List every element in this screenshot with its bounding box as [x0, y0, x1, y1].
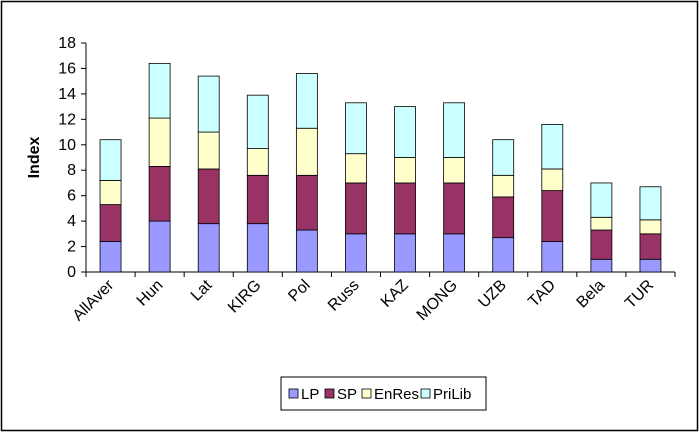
legend-swatch-prilib — [420, 388, 431, 399]
bar-segment-prilib-kirg — [246, 94, 269, 149]
y-tick-label: 12 — [58, 111, 76, 128]
bar-segment-lp-allaver — [99, 241, 122, 273]
legend-swatch-sp — [324, 388, 335, 399]
bar-segment-sp-bela — [590, 229, 613, 260]
legend-label-sp: SP — [337, 386, 357, 403]
bar-segment-sp-uzb — [492, 196, 515, 239]
bar-segment-sp-pol — [295, 174, 318, 231]
y-tick-label: 8 — [67, 162, 76, 179]
y-tick-label: 0 — [67, 264, 76, 281]
legend-label-lp: LP — [301, 386, 319, 403]
bar-segment-prilib-pol — [295, 73, 318, 129]
bar-segment-enres-russ — [345, 153, 367, 184]
legend-box — [280, 376, 487, 411]
bar-segment-lp-uzb — [492, 237, 515, 273]
y-tick-label: 2 — [67, 239, 76, 256]
legend-label-prilib: PriLib — [433, 386, 471, 403]
bar-segment-lp-tad — [541, 241, 564, 273]
bar-segment-sp-lat — [197, 168, 220, 225]
bar-segment-prilib-hun — [148, 62, 171, 119]
bar-segment-prilib-uzb — [492, 139, 515, 176]
bar-segment-sp-hun — [148, 166, 171, 222]
bar-segment-lp-pol — [295, 229, 318, 273]
y-tick-label: 10 — [58, 137, 76, 154]
bar-segment-enres-lat — [197, 131, 220, 170]
y-tick-label: 14 — [58, 86, 76, 103]
bar-segment-sp-tur — [639, 233, 662, 260]
bar-segment-lp-kaz — [394, 233, 416, 273]
legend-swatch-lp — [288, 388, 299, 399]
bar-segment-enres-bela — [590, 216, 613, 231]
bar-segment-prilib-allaver — [99, 139, 122, 181]
y-tick-label: 18 — [58, 35, 76, 52]
bar-segment-lp-hun — [148, 220, 171, 273]
bar-segment-sp-tad — [541, 190, 564, 242]
bar-segment-enres-pol — [295, 127, 318, 176]
bar-segment-prilib-bela — [590, 182, 613, 218]
bar-segment-sp-kirg — [246, 174, 269, 225]
bar-segment-enres-tad — [541, 168, 564, 191]
bar-segment-enres-kirg — [246, 148, 269, 176]
bar-segment-enres-mong — [443, 157, 466, 184]
bar-segment-enres-allaver — [99, 179, 122, 205]
bar-segment-prilib-tad — [541, 124, 564, 170]
bar-segment-enres-uzb — [492, 174, 515, 198]
y-axis-title: Index — [26, 137, 43, 179]
bar-segment-lp-tur — [639, 258, 662, 273]
bar-segment-enres-tur — [639, 219, 662, 235]
y-tick-label: 6 — [67, 188, 76, 205]
bar-segment-lp-kirg — [246, 223, 269, 273]
bar-segment-sp-mong — [443, 182, 466, 235]
bar-segment-prilib-kaz — [394, 106, 416, 158]
y-tick-label: 4 — [67, 213, 76, 230]
bar-segment-enres-hun — [148, 117, 171, 167]
bar-segment-lp-russ — [345, 233, 367, 273]
bar-segment-sp-kaz — [394, 182, 416, 235]
y-tick-label: 16 — [58, 60, 76, 77]
bar-segment-enres-kaz — [394, 157, 416, 184]
legend-swatch-enres — [361, 388, 372, 399]
bar-segment-lp-lat — [197, 223, 220, 273]
bar-segment-sp-allaver — [99, 204, 122, 242]
bar-segment-sp-russ — [345, 182, 367, 235]
bar-segment-lp-bela — [590, 258, 613, 273]
bar-segment-prilib-russ — [345, 102, 367, 155]
bar-segment-prilib-mong — [443, 102, 466, 158]
bar-segment-prilib-lat — [197, 75, 220, 133]
bar-segment-prilib-tur — [639, 186, 662, 221]
bar-segment-lp-mong — [443, 233, 466, 273]
legend-label-enres: EnRes — [374, 386, 419, 403]
